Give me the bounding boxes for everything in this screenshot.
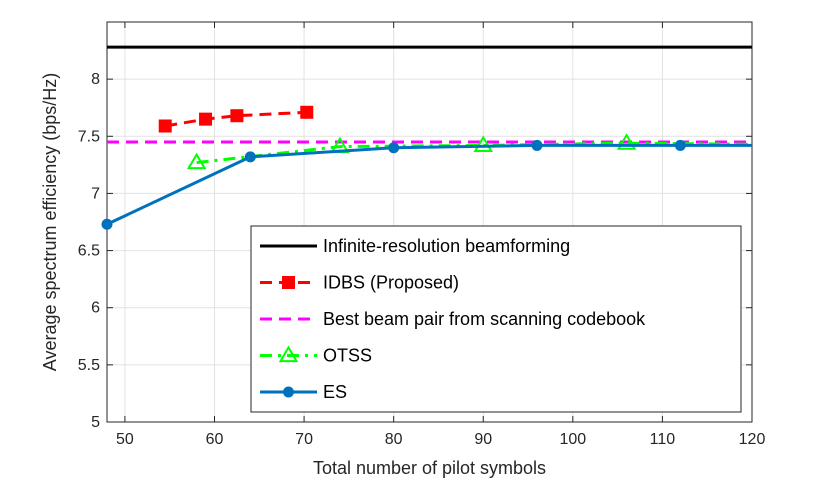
legend-label: ES bbox=[323, 382, 347, 402]
series-line bbox=[106, 143, 752, 226]
data-point bbox=[531, 139, 543, 151]
x-tick-label: 80 bbox=[385, 431, 403, 448]
y-tick-label: 6 bbox=[91, 300, 100, 317]
y-tick-label: 5.5 bbox=[78, 357, 100, 374]
x-tick-label: 120 bbox=[739, 431, 766, 448]
legend-box bbox=[250, 225, 742, 413]
x-axis-label: Total number of pilot symbols bbox=[313, 458, 546, 478]
x-tick-label: 90 bbox=[474, 431, 492, 448]
legend-marker bbox=[278, 345, 299, 363]
y-tick-label: 6.5 bbox=[78, 243, 100, 260]
x-tick-label: 70 bbox=[295, 431, 313, 448]
data-point bbox=[158, 119, 172, 133]
legend-label: Infinite-resolution beamforming bbox=[323, 236, 570, 256]
data-point bbox=[473, 135, 493, 153]
series bbox=[186, 133, 753, 170]
series bbox=[158, 105, 314, 133]
axis-ticks: 50 60 70 80 90 100 110 120 5 5.5 6 6.5 7 7.5 8 bbox=[78, 22, 766, 448]
legend-marker bbox=[283, 386, 294, 398]
legend-label: IDBS (Proposed) bbox=[323, 273, 459, 293]
y-axis-label: Average spectrum efficiency (bps/Hz) bbox=[40, 73, 60, 371]
data-point bbox=[300, 105, 314, 119]
y-tick-label: 8 bbox=[91, 71, 100, 88]
legend-label: OTSS bbox=[323, 346, 372, 366]
data-point bbox=[230, 109, 244, 123]
data-point bbox=[674, 139, 686, 151]
legend-marker bbox=[282, 276, 295, 289]
data-point bbox=[616, 133, 637, 150]
data-point bbox=[244, 151, 256, 163]
y-tick-label: 5 bbox=[91, 414, 100, 431]
x-tick-label: 110 bbox=[650, 431, 676, 448]
data-point bbox=[101, 218, 113, 230]
legend: Infinite-resolution beamforming IDBS (Pro… bbox=[250, 225, 742, 413]
data-point bbox=[388, 142, 400, 154]
series-layer bbox=[101, 45, 753, 230]
legend-label: Best beam pair from scanning codebook bbox=[323, 309, 646, 329]
x-tick-label: 50 bbox=[116, 431, 134, 448]
data-point bbox=[186, 152, 207, 170]
x-tick-label: 100 bbox=[559, 431, 586, 448]
x-tick-label: 60 bbox=[206, 431, 224, 448]
data-point bbox=[199, 112, 213, 126]
y-tick-label: 7.5 bbox=[78, 128, 100, 145]
y-tick-label: 7 bbox=[91, 185, 100, 202]
series-line bbox=[164, 110, 307, 128]
series bbox=[101, 139, 752, 230]
